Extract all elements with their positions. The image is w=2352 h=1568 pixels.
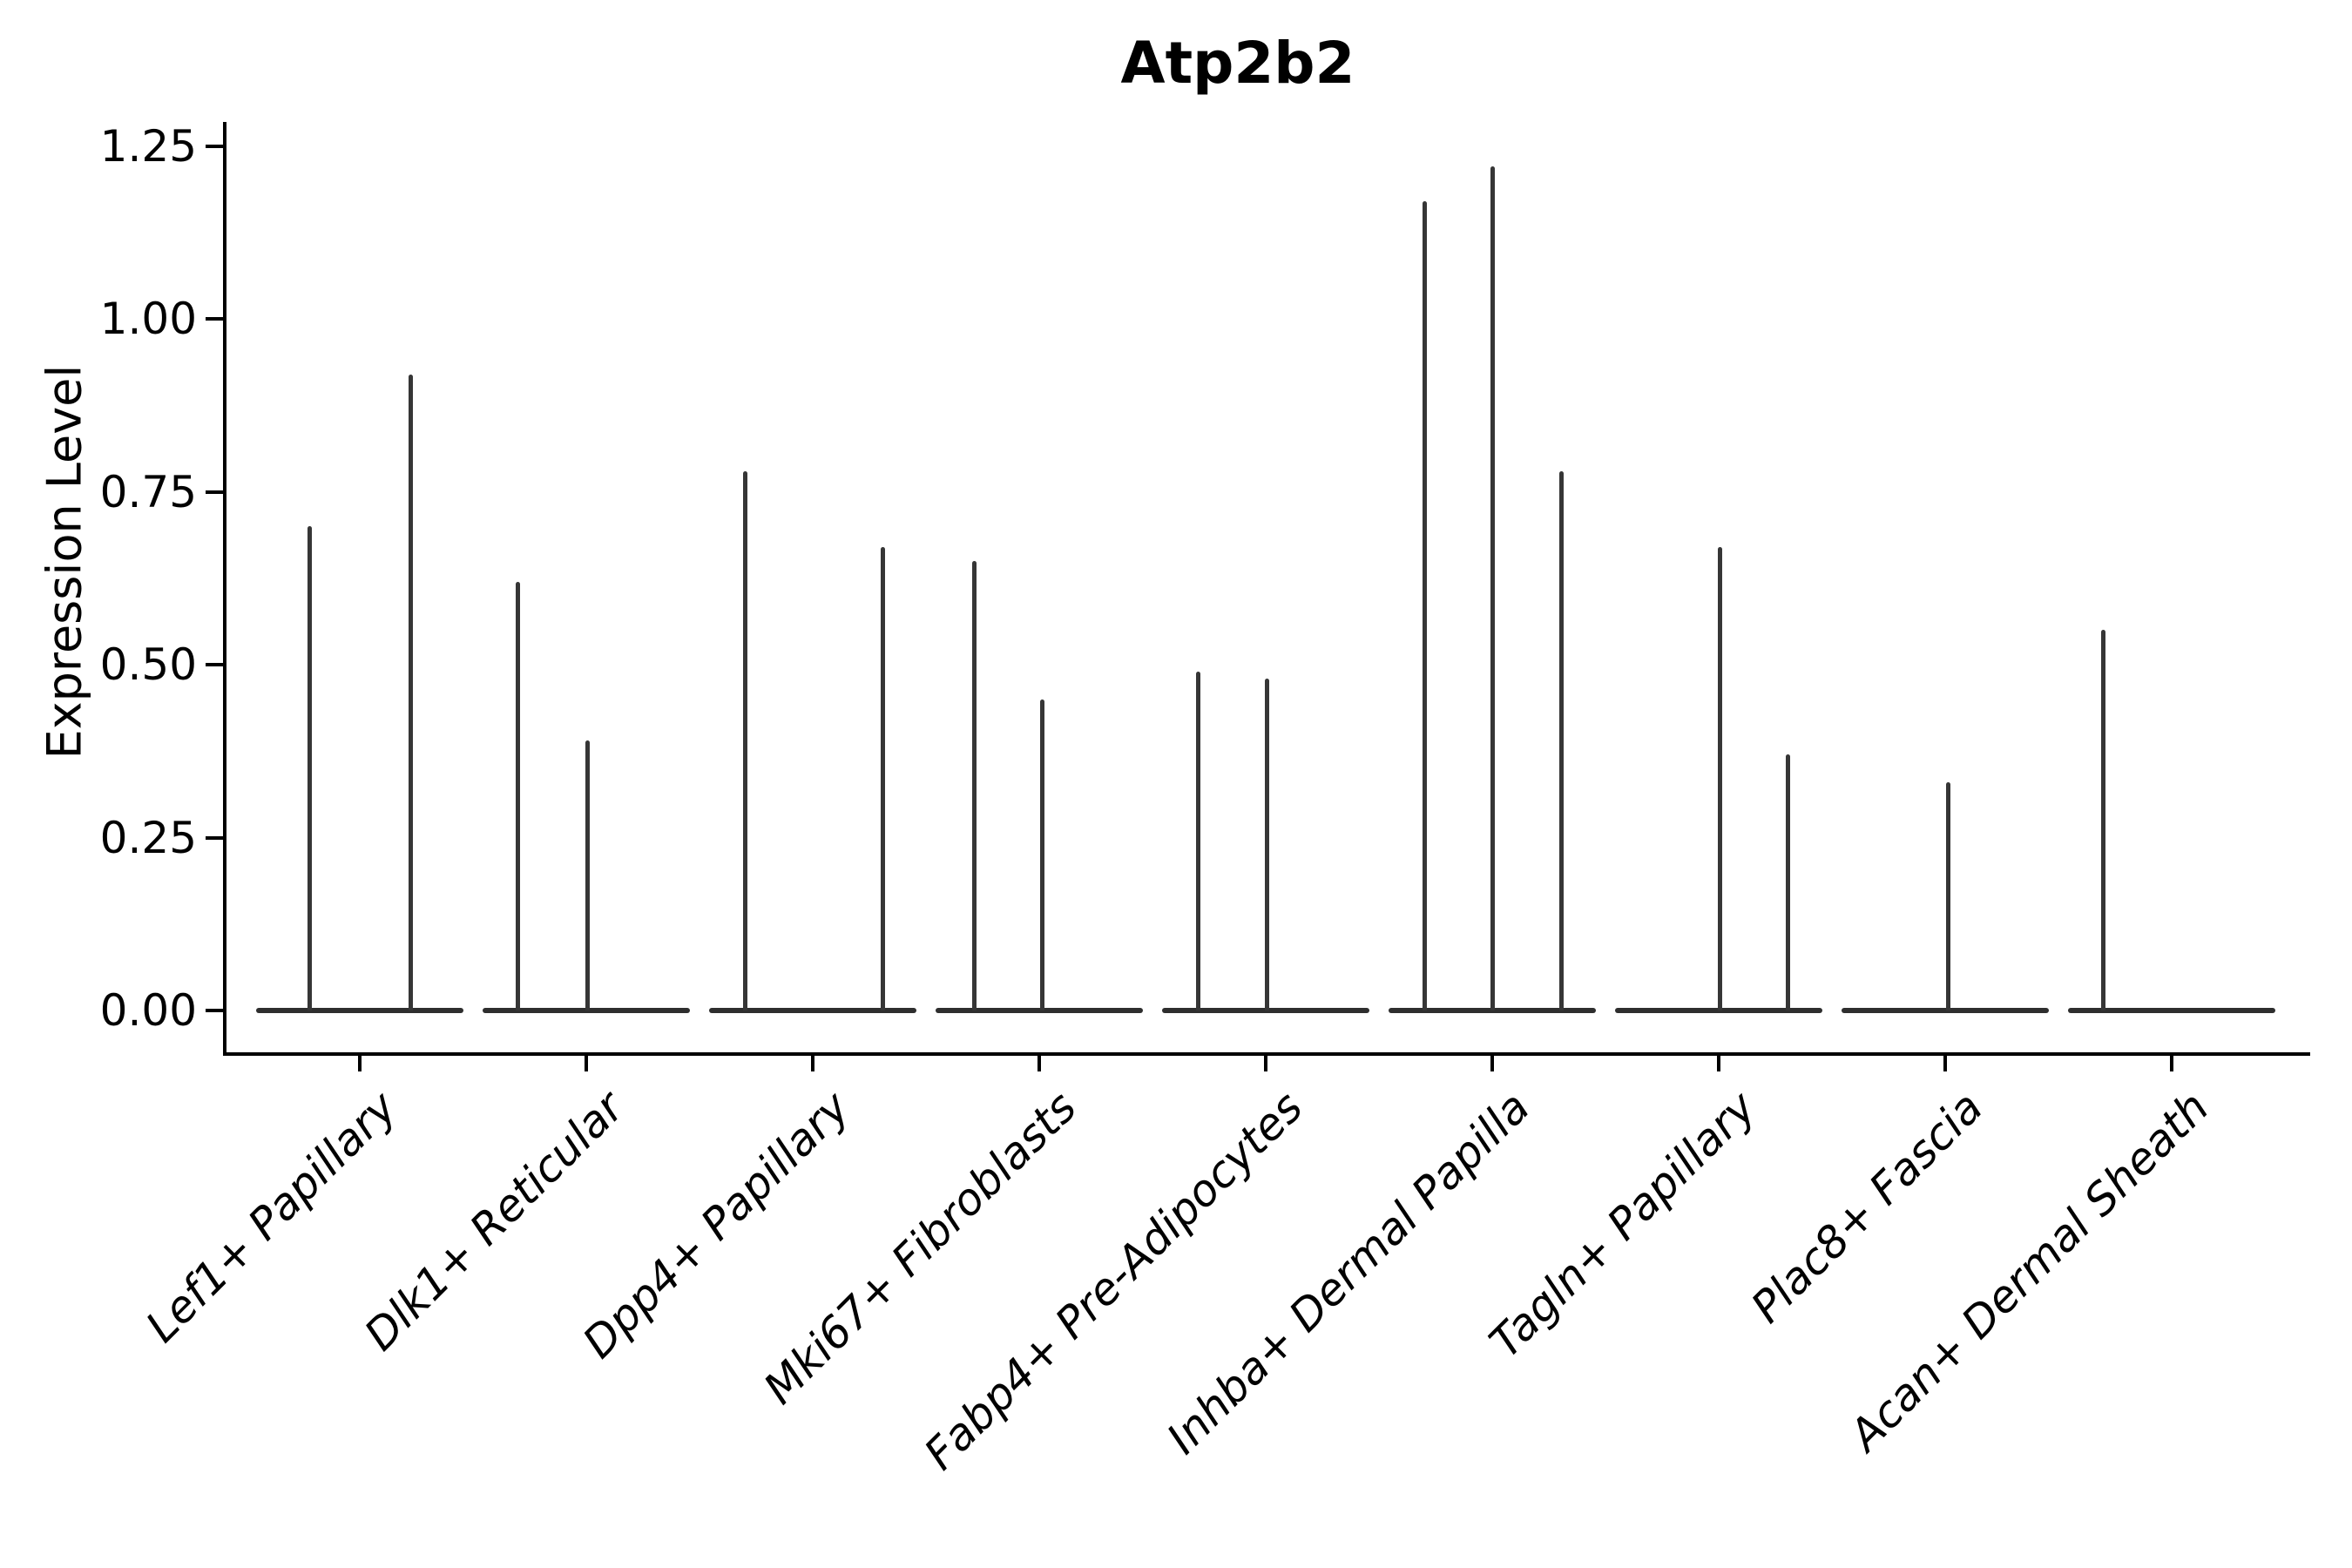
y-tick xyxy=(206,1009,225,1012)
y-tick-label: 0.75 xyxy=(99,466,197,517)
x-category-label: Plac8+ Fascia xyxy=(1740,1081,1992,1333)
violin-spike xyxy=(1264,678,1269,1010)
violin-spike xyxy=(408,374,413,1010)
violin-baseline xyxy=(1615,1008,1822,1013)
violin-spike xyxy=(1945,781,1950,1010)
x-tick xyxy=(1037,1056,1041,1071)
x-tick xyxy=(1490,1056,1494,1071)
violin-baseline xyxy=(1389,1008,1596,1013)
violin-spike xyxy=(1558,470,1564,1010)
violin-baseline xyxy=(1842,1008,2049,1013)
violin-spike xyxy=(1785,754,1790,1010)
y-tick-label: 0.00 xyxy=(99,985,197,1036)
violin-spike xyxy=(1490,166,1495,1010)
x-tick xyxy=(811,1056,814,1071)
violin-spike xyxy=(585,740,590,1010)
x-category-label: Fabp4+ Pre-Adipocytes xyxy=(915,1081,1313,1480)
y-tick xyxy=(206,490,225,494)
violin-baseline xyxy=(936,1008,1143,1013)
violin-baseline xyxy=(483,1008,690,1013)
y-axis-spine xyxy=(223,122,226,1056)
violin-spike xyxy=(515,581,520,1010)
x-category-label: Lef1+ Papillary xyxy=(136,1081,407,1353)
x-axis-spine xyxy=(223,1052,2310,1056)
violin-spike xyxy=(1195,671,1200,1010)
violin-spike xyxy=(1717,547,1722,1010)
y-tick-label: 0.50 xyxy=(99,639,197,690)
violin-baseline xyxy=(709,1008,916,1013)
y-tick xyxy=(206,663,225,666)
y-tick xyxy=(206,144,225,148)
x-tick xyxy=(1717,1056,1720,1071)
violin-spike xyxy=(2100,630,2105,1010)
x-tick xyxy=(2170,1056,2173,1071)
x-tick xyxy=(1264,1056,1267,1071)
violin-spike xyxy=(1422,201,1427,1010)
violin-spike xyxy=(971,560,977,1010)
violin-spike xyxy=(880,547,885,1010)
violin-baseline xyxy=(1162,1008,1369,1013)
y-tick xyxy=(206,317,225,321)
violin-spike xyxy=(742,470,747,1010)
y-tick-label: 0.25 xyxy=(99,812,197,863)
chart-title: Atp2b2 xyxy=(1120,30,1355,97)
y-tick-label: 1.00 xyxy=(99,294,197,344)
y-axis-label: Expression Level xyxy=(37,364,92,760)
violin-baseline xyxy=(2068,1008,2275,1013)
x-tick xyxy=(358,1056,362,1071)
y-tick xyxy=(206,835,225,840)
x-tick xyxy=(1943,1056,1947,1071)
y-tick-label: 1.25 xyxy=(99,120,197,172)
violin-spike xyxy=(307,526,312,1010)
violin-baseline xyxy=(256,1008,463,1013)
x-tick xyxy=(585,1056,588,1071)
x-category-label: Inhba+ Dermal Papilla xyxy=(1157,1081,1539,1464)
violin-spike xyxy=(1039,699,1044,1010)
